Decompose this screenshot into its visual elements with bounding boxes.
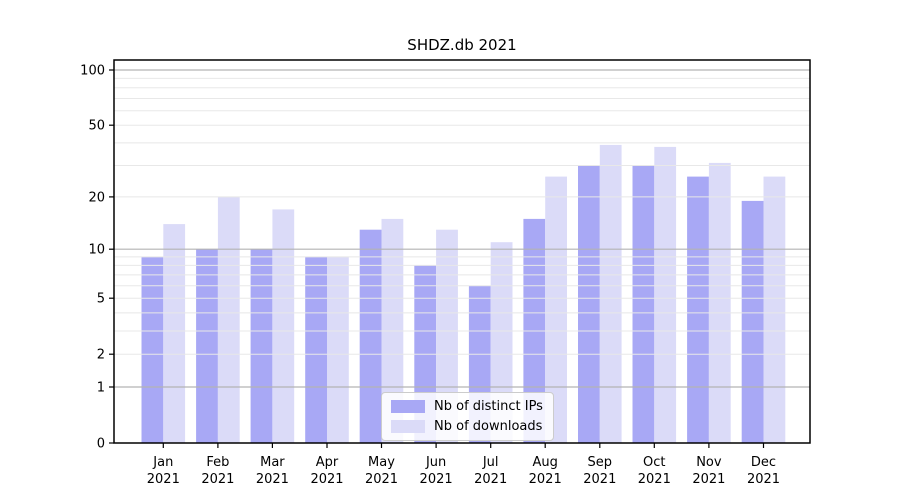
y-tick-label: 20	[88, 190, 105, 205]
y-tick-label: 100	[80, 64, 105, 79]
legend-item-distinct-ips: Nb of distinct IPs	[391, 399, 543, 414]
bar-dec-ips	[741, 200, 764, 443]
bar-mar-downloads	[272, 209, 295, 443]
x-tick-label: May 2021	[365, 455, 398, 487]
bar-feb-downloads	[217, 196, 240, 443]
bar-feb-ips	[196, 249, 218, 443]
x-tick-label: Apr 2021	[310, 455, 343, 487]
bar-sep-downloads	[599, 144, 622, 443]
bar-dec-downloads	[763, 176, 786, 443]
x-tick-label: Jan 2021	[147, 455, 180, 487]
x-tick-label: Oct 2021	[638, 455, 671, 487]
bar-aug-downloads	[545, 176, 567, 443]
chart-title: SHDZ.db 2021	[407, 36, 517, 54]
bar-sep-ips	[578, 165, 600, 443]
x-tick-label: Jun 2021	[420, 455, 453, 487]
legend-item-downloads: Nb of downloads	[391, 419, 543, 434]
y-tick-label: 2	[97, 348, 105, 363]
y-tick-label: 5	[97, 292, 105, 307]
bar-nov-downloads	[708, 162, 731, 443]
y-tick-label: 50	[88, 119, 105, 134]
x-tick-label: Sep 2021	[583, 455, 616, 487]
bar-may-ips	[359, 229, 382, 443]
bar-apr-ips	[305, 256, 327, 443]
bar-oct-downloads	[654, 146, 677, 443]
legend: Nb of distinct IPs Nb of downloads	[381, 392, 554, 441]
bar-jun-downloads	[436, 229, 458, 443]
bar-nov-ips	[687, 176, 709, 443]
bar-oct-ips	[632, 165, 655, 443]
legend-label-distinct-ips: Nb of distinct IPs	[434, 399, 543, 414]
bar-mar-ips	[250, 249, 273, 443]
legend-label-downloads: Nb of downloads	[434, 419, 543, 434]
y-tick-label: 0	[97, 437, 105, 452]
x-tick-label: Feb 2021	[201, 455, 234, 487]
legend-swatch-distinct-ips	[391, 400, 425, 413]
x-tick-label: Mar 2021	[256, 455, 289, 487]
bar-apr-downloads	[327, 256, 349, 443]
legend-swatch-downloads	[391, 420, 425, 433]
bar-jan-ips	[141, 256, 164, 443]
x-tick-label: Jul 2021	[474, 455, 507, 487]
bar-jan-downloads	[163, 224, 186, 443]
y-tick-label: 10	[88, 243, 105, 258]
axes-frame	[113, 59, 811, 444]
x-tick-label: Aug 2021	[529, 455, 562, 487]
x-tick-label: Dec 2021	[747, 455, 780, 487]
y-tick-label: 1	[97, 381, 105, 396]
x-tick-label: Nov 2021	[692, 455, 725, 487]
